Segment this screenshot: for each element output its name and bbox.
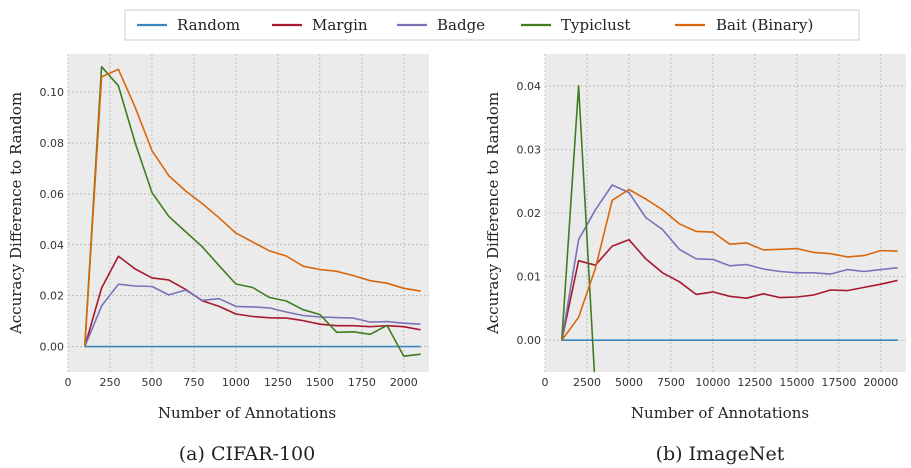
series-line-typiclust [561,85,596,372]
ytick-label: 0.00 [40,341,65,354]
legend-entry-bait-binary: Bait (Binary) [675,16,813,34]
panel-imagenet: 0 2500 5000 7500 10000 12500 15000 17500 20000 0… [484,54,906,465]
legend-entry-random: Random [137,16,240,34]
series-line-badge [561,184,898,341]
ytick-label: 0.03 [517,143,542,156]
ytick-label: 0.04 [517,80,542,93]
xlabel-cifar100: Number of Annotations [158,404,336,422]
xlabel-imagenet: Number of Annotations [631,404,809,422]
legend-label-typiclust: Typiclust [561,16,630,34]
yticks-cifar100: 0.00 0.02 0.04 0.06 0.08 0.10 [40,86,65,353]
legend-label-random: Random [177,16,240,34]
caption-cifar100: (a) CIFAR-100 [179,443,315,465]
series-line-typiclust [84,65,421,358]
ytick-label: 0.02 [517,207,542,220]
xtick-label: 1500 [306,376,334,389]
xtick-label: 7500 [657,376,685,389]
legend-frame [124,9,860,41]
series-line-bait-binary [84,68,421,347]
series-group-imagenet [561,85,898,372]
xtick-label: 500 [141,376,162,389]
plot-area-cifar100 [68,54,429,372]
xtick-label: 0 [65,376,72,389]
series-line-badge [84,283,421,347]
xtick-label: 1250 [264,376,292,389]
series-line-bait-binary [561,188,898,341]
legend-label-badge: Badge [437,16,485,34]
xtick-label: 0 [542,376,549,389]
ytick-label: 0.01 [517,271,542,284]
xtick-label: 12500 [737,376,772,389]
xticks-cifar100: 0 250 500 750 1000 1250 1500 1750 2000 [65,376,418,389]
series-line-margin [84,255,421,347]
series-line-margin [561,238,898,341]
xtick-label: 2000 [390,376,418,389]
xtick-label: 750 [183,376,204,389]
xtick-label: 5000 [615,376,643,389]
legend: Random Margin Badge Typiclust Bait (Bina… [124,9,860,41]
xtick-label: 2500 [573,376,601,389]
yticks-imagenet: 0.00 0.01 0.02 0.03 0.04 [517,80,542,347]
ytick-label: 0.04 [40,239,65,252]
legend-entry-typiclust: Typiclust [521,16,630,34]
ytick-label: 0.02 [40,290,65,303]
xtick-label: 17500 [821,376,856,389]
legend-entry-badge: Badge [397,16,485,34]
ylabel-cifar100: Accuracy Difference to Random [7,92,25,335]
xtick-label: 1750 [348,376,376,389]
series-group-cifar100 [84,65,421,358]
ytick-label: 0.10 [40,86,65,99]
xtick-label: 15000 [779,376,814,389]
ylabel-imagenet: Accuracy Difference to Random [484,92,502,335]
panel-cifar100: 0 250 500 750 1000 1250 1500 1750 2000 0.000.020… [7,54,429,465]
xtick-label: 250 [99,376,120,389]
ytick-label: 0.06 [40,188,65,201]
xtick-label: 20000 [863,376,898,389]
ytick-label: 0.00 [517,334,542,347]
legend-label-bait-binary: Bait (Binary) [716,16,813,34]
xticks-imagenet: 0 2500 5000 7500 10000 12500 15000 17500 20000 [542,376,899,389]
xtick-label: 1000 [222,376,250,389]
ytick-label: 0.08 [40,137,65,150]
legend-entry-margin: Margin [272,16,368,34]
caption-imagenet: (b) ImageNet [656,443,785,465]
legend-label-margin: Margin [312,16,368,34]
xtick-label: 10000 [695,376,730,389]
grid-imagenet [544,54,906,372]
